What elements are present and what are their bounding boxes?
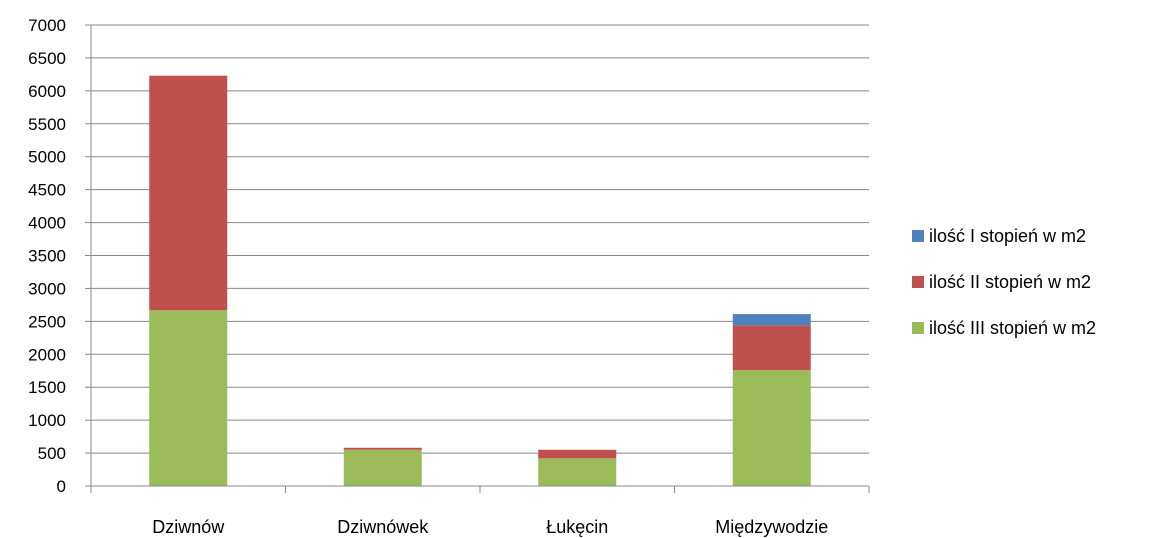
y-tick-label: 5500 [28, 115, 66, 134]
y-tick-label: 500 [38, 444, 66, 463]
legend-swatch [912, 230, 924, 242]
y-tick-label: 2000 [28, 345, 66, 364]
bar-segment [732, 325, 811, 371]
bar-segment [149, 310, 228, 486]
y-tick-label: 4500 [28, 181, 66, 200]
y-tick-label: 6500 [28, 49, 66, 68]
y-tick-label: 2500 [28, 312, 66, 331]
x-tick-label: Łukęcin [546, 517, 608, 537]
y-tick-label: 7000 [28, 16, 66, 35]
x-tick-label: Dziwnów [152, 517, 225, 537]
legend-label: ilość I stopień w m2 [929, 226, 1086, 246]
bar-segment [538, 458, 617, 486]
y-tick-label: 1000 [28, 411, 66, 430]
bar-segment [343, 447, 422, 450]
legend-swatch [912, 276, 924, 288]
y-tick-label: 6000 [28, 82, 66, 101]
bar-segment [732, 370, 811, 486]
y-tick-label: 4000 [28, 214, 66, 233]
legend: ilość I stopień w m2 ilość II stopień w m… [912, 226, 1096, 338]
legend-label: ilość III stopień w m2 [929, 318, 1096, 338]
bar-segment [149, 75, 228, 311]
y-tick-label: 1500 [28, 378, 66, 397]
x-tick-label: Międzywodzie [715, 517, 828, 537]
legend-swatch [912, 322, 924, 334]
axes [90, 25, 870, 493]
bar-segment [732, 314, 811, 326]
y-tick-label: 3500 [28, 247, 66, 266]
bars [149, 75, 811, 486]
x-tick-label: Dziwnówek [337, 517, 429, 537]
x-tick-labels: Dziwnów Dziwnówek Łukęcin Międzywodzie [152, 517, 828, 537]
legend-label: ilość II stopień w m2 [929, 272, 1091, 292]
y-tick-label: 0 [57, 477, 66, 496]
bar-segment [343, 449, 422, 486]
y-tick-labels: 0 500 1000 1500 2000 2500 3000 3500 4000 4500 5000… [28, 16, 66, 496]
bar-segment [538, 449, 617, 459]
y-tick-label: 5000 [28, 148, 66, 167]
y-tick-label: 3000 [28, 279, 66, 298]
